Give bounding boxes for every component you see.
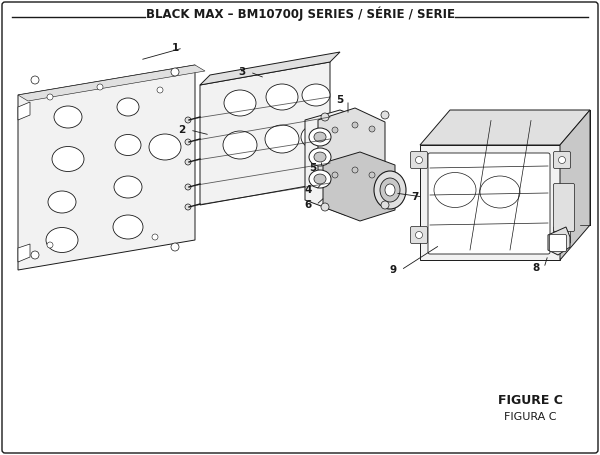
Text: 8: 8 bbox=[532, 263, 539, 273]
Polygon shape bbox=[560, 110, 590, 260]
Ellipse shape bbox=[48, 191, 76, 213]
FancyBboxPatch shape bbox=[550, 234, 566, 252]
Ellipse shape bbox=[314, 132, 326, 142]
Polygon shape bbox=[18, 65, 195, 270]
Polygon shape bbox=[420, 145, 560, 260]
Ellipse shape bbox=[309, 148, 331, 166]
Text: 5: 5 bbox=[310, 163, 317, 173]
Circle shape bbox=[352, 167, 358, 173]
Circle shape bbox=[332, 127, 338, 133]
Ellipse shape bbox=[114, 176, 142, 198]
Ellipse shape bbox=[265, 125, 299, 153]
Ellipse shape bbox=[314, 152, 326, 162]
Ellipse shape bbox=[115, 135, 141, 156]
FancyBboxPatch shape bbox=[410, 152, 427, 168]
Circle shape bbox=[31, 251, 39, 259]
Ellipse shape bbox=[301, 125, 331, 149]
Polygon shape bbox=[18, 244, 30, 262]
Circle shape bbox=[157, 87, 163, 93]
Text: 4: 4 bbox=[304, 185, 311, 195]
Polygon shape bbox=[323, 152, 395, 221]
Ellipse shape bbox=[223, 131, 257, 159]
Polygon shape bbox=[200, 52, 340, 85]
Ellipse shape bbox=[434, 172, 476, 207]
Polygon shape bbox=[305, 110, 380, 215]
Text: 5: 5 bbox=[337, 95, 344, 105]
FancyBboxPatch shape bbox=[554, 152, 571, 168]
Circle shape bbox=[185, 139, 191, 145]
FancyBboxPatch shape bbox=[554, 183, 575, 232]
Circle shape bbox=[381, 111, 389, 119]
Circle shape bbox=[415, 157, 422, 163]
Ellipse shape bbox=[149, 134, 181, 160]
Text: FIGURE C: FIGURE C bbox=[497, 394, 562, 406]
Circle shape bbox=[97, 84, 103, 90]
Circle shape bbox=[185, 184, 191, 190]
Text: 2: 2 bbox=[178, 125, 185, 135]
Circle shape bbox=[321, 113, 329, 121]
Text: 9: 9 bbox=[389, 265, 397, 275]
Circle shape bbox=[381, 201, 389, 209]
Ellipse shape bbox=[374, 171, 406, 209]
Circle shape bbox=[31, 76, 39, 84]
Ellipse shape bbox=[302, 84, 330, 106]
Ellipse shape bbox=[314, 174, 326, 184]
Circle shape bbox=[171, 243, 179, 251]
Polygon shape bbox=[18, 65, 205, 101]
Polygon shape bbox=[420, 110, 590, 145]
Circle shape bbox=[47, 94, 53, 100]
Circle shape bbox=[185, 204, 191, 210]
Ellipse shape bbox=[113, 215, 143, 239]
Circle shape bbox=[185, 117, 191, 123]
Circle shape bbox=[559, 232, 566, 238]
Circle shape bbox=[47, 242, 53, 248]
Circle shape bbox=[152, 234, 158, 240]
Polygon shape bbox=[318, 108, 385, 184]
Ellipse shape bbox=[266, 84, 298, 110]
Text: BLACK MAX – BM10700J SERIES / SÉRIE / SERIE: BLACK MAX – BM10700J SERIES / SÉRIE / SE… bbox=[146, 7, 455, 21]
Circle shape bbox=[321, 203, 329, 211]
FancyBboxPatch shape bbox=[410, 227, 427, 243]
Ellipse shape bbox=[52, 147, 84, 172]
Circle shape bbox=[369, 172, 375, 178]
Ellipse shape bbox=[54, 106, 82, 128]
Text: 1: 1 bbox=[172, 43, 179, 53]
Polygon shape bbox=[548, 227, 570, 255]
Text: 6: 6 bbox=[304, 200, 311, 210]
Ellipse shape bbox=[117, 98, 139, 116]
Polygon shape bbox=[200, 62, 330, 205]
FancyBboxPatch shape bbox=[428, 153, 550, 254]
Circle shape bbox=[332, 172, 338, 178]
Ellipse shape bbox=[46, 228, 78, 253]
Text: 7: 7 bbox=[412, 192, 419, 202]
Circle shape bbox=[352, 122, 358, 128]
FancyBboxPatch shape bbox=[554, 227, 571, 243]
Circle shape bbox=[369, 126, 375, 132]
Text: 3: 3 bbox=[238, 67, 245, 77]
Ellipse shape bbox=[480, 176, 520, 208]
Circle shape bbox=[415, 232, 422, 238]
Circle shape bbox=[171, 68, 179, 76]
Ellipse shape bbox=[385, 184, 395, 196]
Ellipse shape bbox=[309, 128, 331, 146]
Circle shape bbox=[559, 157, 566, 163]
Circle shape bbox=[185, 159, 191, 165]
Ellipse shape bbox=[309, 170, 331, 188]
Ellipse shape bbox=[380, 178, 400, 202]
Ellipse shape bbox=[224, 90, 256, 116]
Polygon shape bbox=[18, 102, 30, 120]
Text: FIGURA C: FIGURA C bbox=[504, 412, 556, 422]
